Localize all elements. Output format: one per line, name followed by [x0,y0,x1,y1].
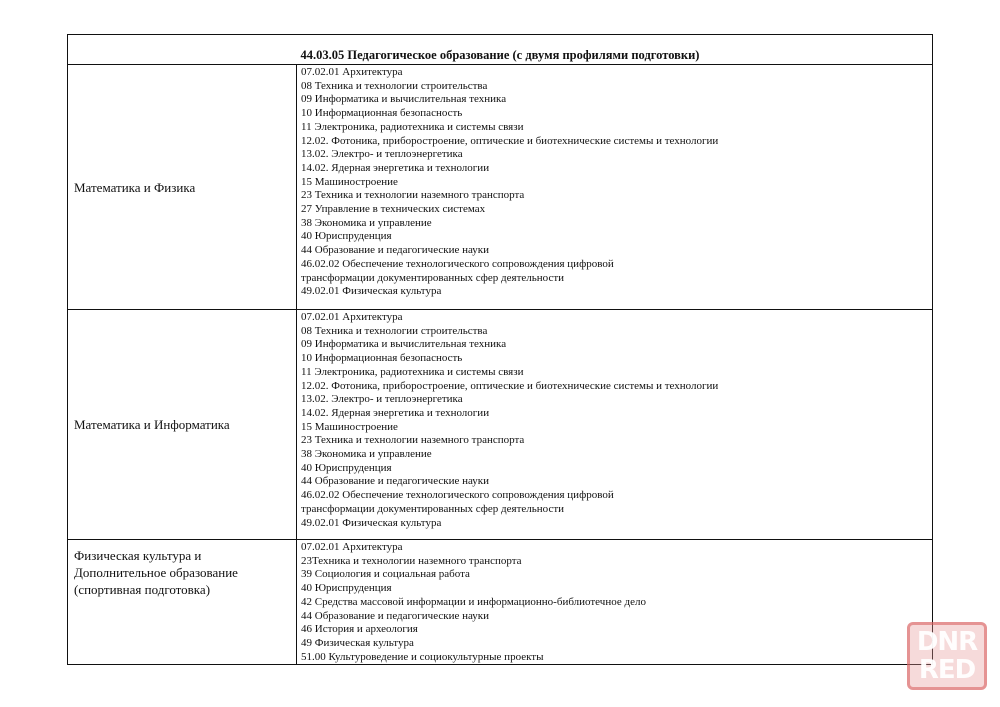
specialty-item: 13.02. Электро- и теплоэнергетика [301,148,463,161]
specialty-item: 09 Информатика и вычислительная техника [301,93,507,106]
specialties-cell: 07.02.01 Архитектура 23Техника и технолог… [297,540,932,664]
specialty-item: 10 Информационная безопасность [301,107,463,120]
specialty-item: 23 Техника и технологии наземного трансп… [301,189,525,202]
table-title: 44.03.05 Педагогическое образование (с д… [300,48,700,62]
specialty-item: 46.02.02 Обеспечение технологического со… [301,257,614,270]
specialty-item: 07.02.01 Архитектура [301,311,403,323]
specialty-item: 09 Информатика и вычислительная техника [301,338,507,351]
specialty-item: 14.02. Ядерная энергетика и технологии [301,161,490,174]
specialties-cell: 07.02.01 Архитектура 08 Техника и техноло… [297,65,932,309]
specialty-item: 44 Образование и педагогические науки [301,244,490,257]
specialty-item: 11 Электроника, радиотехника и системы с… [301,120,524,133]
specialty-item: 14.02. Ядерная энергетика и технологии [301,406,490,419]
specialty-item: 40 Юриспруденция [301,230,392,243]
specialty-item: 15 Машиностроение [301,175,398,188]
specialty-item: 46.02.02 Обеспечение технологического со… [301,489,614,502]
specialty-item: 12.02. Фотоника, приборостроение, оптиче… [301,134,719,147]
specialty-item: 12.02. Фотоника, приборостроение, оптиче… [301,379,719,392]
table-row: Математика и Физика 07.02.01 Архитектура… [68,65,932,310]
specialty-item: 13.02. Электро- и теплоэнергетика [301,393,463,406]
specialty-item: 11 Электроника, радиотехника и системы с… [301,365,524,378]
specialty-item: 08 Техника и технологии строительства [301,79,488,92]
specialty-item: 49 Физическая культура [301,636,414,649]
specialty-item: 38 Экономика и управление [301,216,432,229]
specialty-item: 07.02.01 Архитектура [301,66,403,78]
specialty-item: 23 Техника и технологии наземного трансп… [301,434,525,447]
table-row: Математика и Информатика 07.02.01 Архите… [68,310,932,540]
programs-table: 44.03.05 Педагогическое образование (с д… [67,34,933,665]
table-header: 44.03.05 Педагогическое образование (с д… [68,35,932,65]
specialty-item: 46 История и археология [301,623,418,636]
watermark-line2: RED [918,655,976,685]
specialty-item: 27 Управление в технических системах [301,203,486,216]
specialty-item: 49.02.01 Физическая культура [301,285,442,298]
specialty-item: 10 Информационная безопасность [301,352,463,365]
specialty-item: 42 Средства массовой информации и информ… [301,595,646,608]
specialty-item: 40 Юриспруденция [301,461,392,474]
profile-cell: Физическая культура и Дополнительное обр… [68,540,297,664]
specialty-item: трансформации документированных сфер дея… [301,502,565,515]
specialty-item: 08 Техника и технологии строительства [301,324,488,337]
specialty-item: 44 Образование и педагогические науки [301,475,490,488]
profile-cell: Математика и Информатика [68,310,297,539]
specialties-cell: 07.02.01 Архитектура 08 Техника и техноло… [297,310,932,539]
specialty-item: 15 Машиностроение [301,420,398,433]
specialty-item: 49.02.01 Физическая культура [301,516,442,529]
specialty-item: 40 Юриспруденция [301,582,392,595]
specialty-item: 23Техника и технологии наземного транспо… [301,554,522,567]
specialty-item: 51.00 Культуроведение и социокультурные … [301,650,544,663]
watermark-logo: DNR RED [907,622,987,690]
watermark-line1: DNR [916,627,978,657]
table-row: Физическая культура и Дополнительное обр… [68,540,932,664]
profile-cell: Математика и Физика [68,65,297,309]
specialty-item: трансформации документированных сфер дея… [301,271,565,284]
specialty-item: 39 Социология и социальная работа [301,568,470,581]
specialty-item: 07.02.01 Архитектура [301,541,403,553]
specialty-item: 38 Экономика и управление [301,448,432,461]
specialty-item: 44 Образование и педагогические науки [301,609,490,622]
